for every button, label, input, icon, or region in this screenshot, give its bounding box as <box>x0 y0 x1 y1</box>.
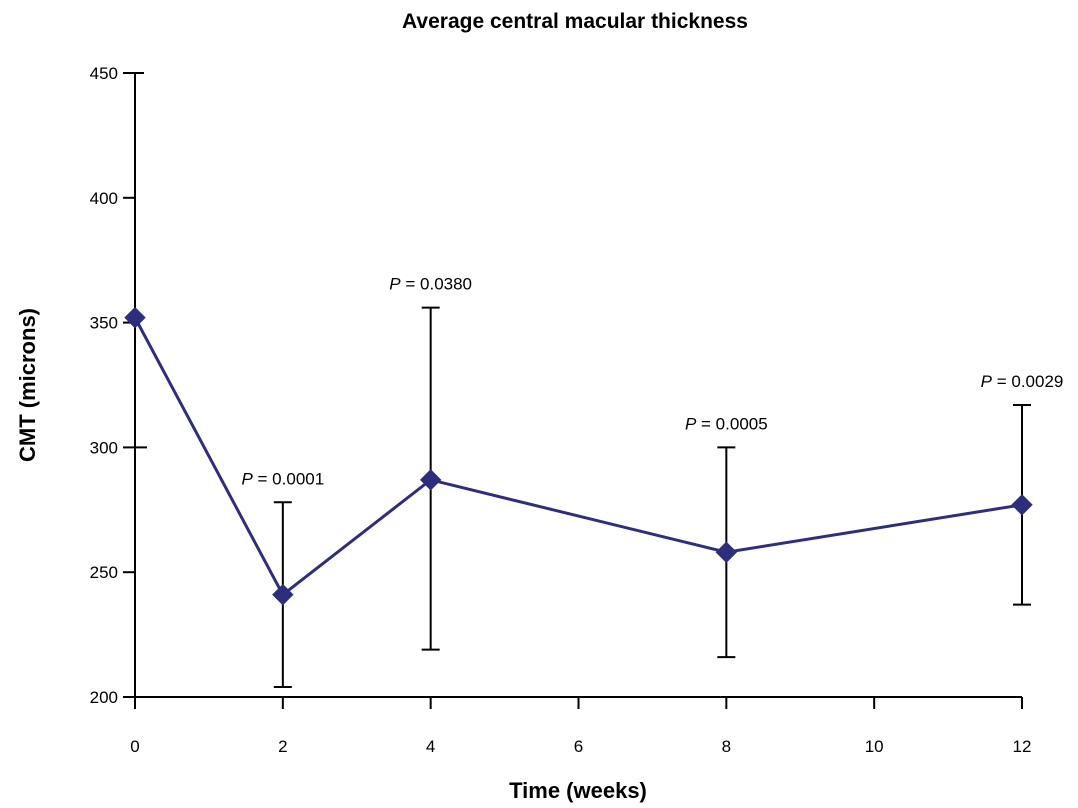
series-line <box>133 316 1023 597</box>
data-point <box>419 469 442 491</box>
y-tick-label: 400 <box>90 189 118 208</box>
axes: 200 250 300 350 400 450 0 2 4 6 8 10 12 <box>90 64 1032 756</box>
data-series <box>124 306 1033 606</box>
x-axis-label: Time (weeks) <box>509 778 647 803</box>
x-tick-label: 4 <box>426 737 435 756</box>
y-tick-label: 300 <box>90 438 118 457</box>
x-tick-label: 12 <box>1013 737 1032 756</box>
data-point <box>715 541 738 563</box>
data-point <box>272 583 294 606</box>
p-value-annotation: P = 0.0380 <box>389 275 472 294</box>
chart-title: Average central macular thickness <box>402 10 748 33</box>
x-tick-label: 0 <box>130 737 139 756</box>
x-tick-label: 10 <box>865 737 884 756</box>
x-tick-label: 8 <box>722 737 731 756</box>
y-tick-label: 200 <box>90 688 118 707</box>
p-value-annotation: P = 0.0029 <box>981 372 1064 391</box>
p-value-annotation: P = 0.0005 <box>685 414 768 433</box>
x-tick-label: 2 <box>278 737 287 756</box>
x-tick-label: 6 <box>574 737 583 756</box>
y-tick-label: 350 <box>90 314 118 333</box>
y-tick-label: 250 <box>90 563 118 582</box>
annotations: P = 0.0001 P = 0.0380 P = 0.0005 P = 0.0029 <box>241 275 1063 489</box>
y-tick-label: 450 <box>90 64 118 83</box>
data-point <box>124 306 146 329</box>
y-axis-label: CMT (microns) <box>15 308 40 462</box>
data-point <box>1011 494 1033 516</box>
p-value-annotation: P = 0.0001 <box>241 469 324 488</box>
error-bars <box>126 72 1031 698</box>
